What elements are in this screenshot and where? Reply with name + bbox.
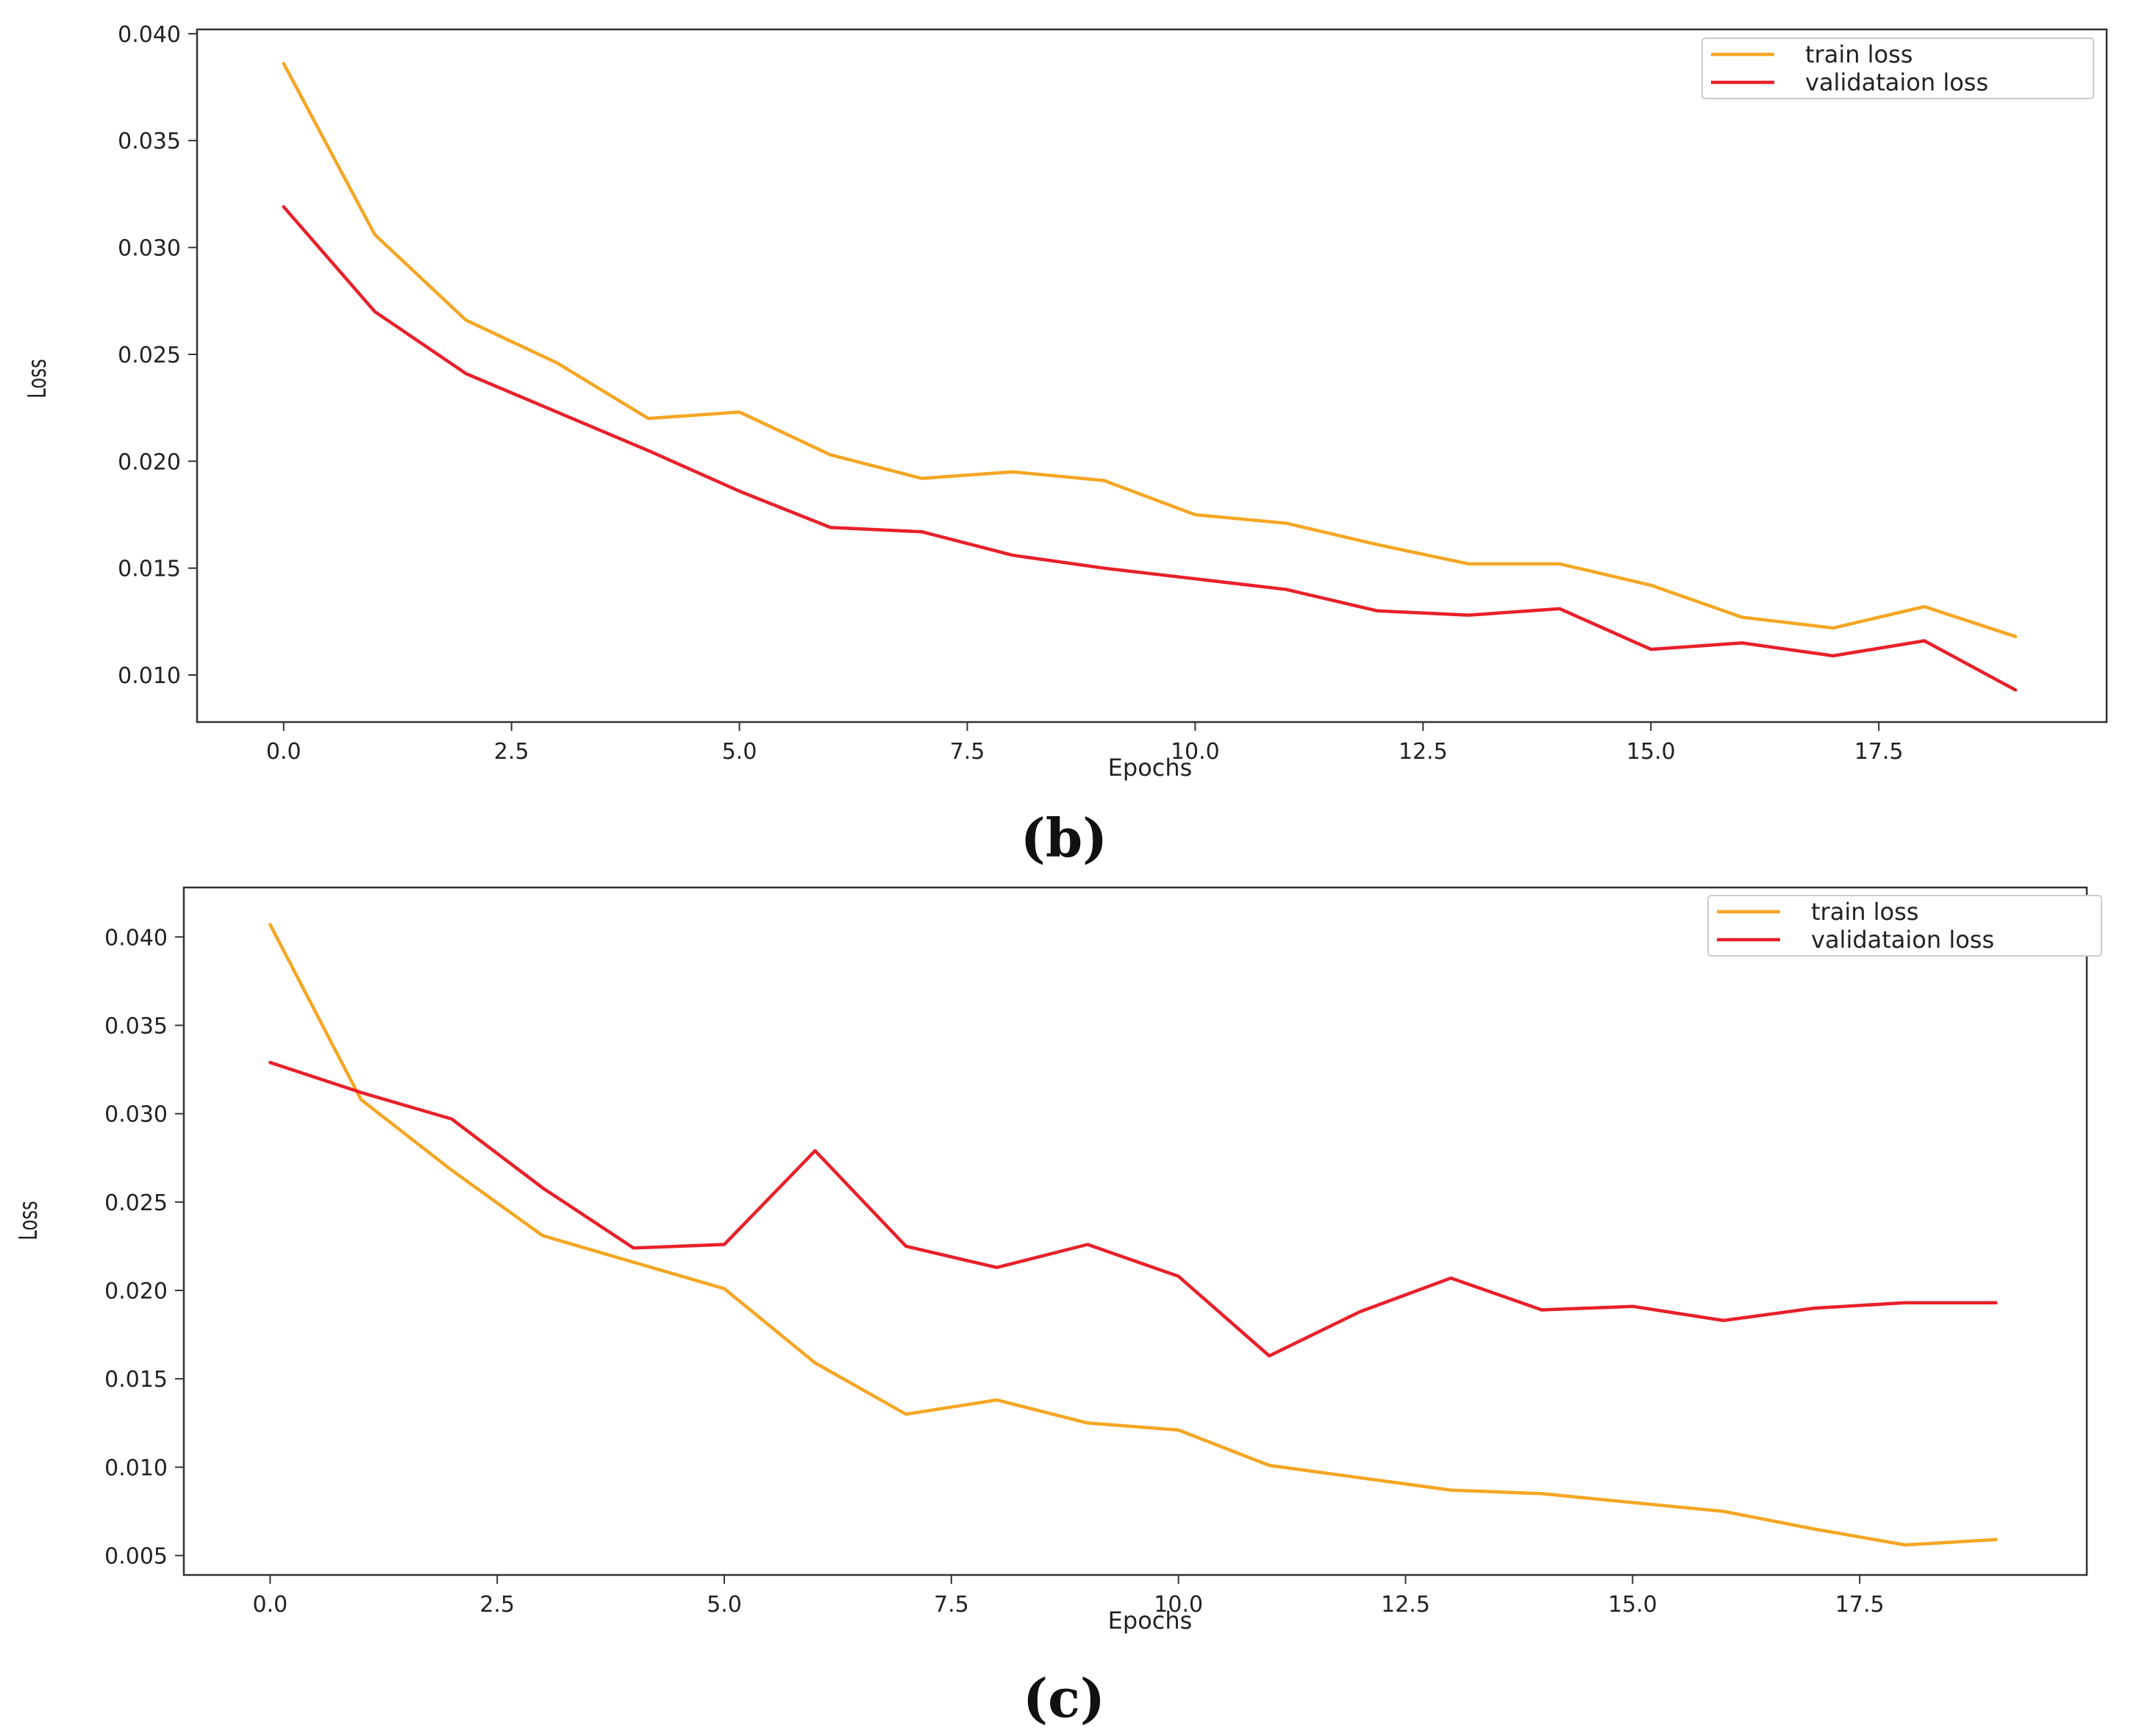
x-tick-label-c: 0.0 [252, 1592, 288, 1618]
x-tick-label-b: 0.0 [266, 739, 301, 765]
y-tick-label-c: 0.015 [104, 1367, 168, 1393]
y-tick-label-b: 0.040 [118, 22, 181, 48]
x-tick-label-c: 15.0 [1608, 1592, 1657, 1618]
x-axis-title-c: Epochs [1108, 1607, 1193, 1635]
x-tick-label-b: 17.5 [1854, 739, 1904, 765]
x-tick-label-c: 7.5 [934, 1592, 969, 1618]
axes-frame-c [182, 886, 2088, 1576]
x-tick-label-c: 5.0 [707, 1592, 742, 1618]
legend-label-validation-c: validataion loss [1811, 926, 1994, 954]
y-tick-label-b: 0.025 [118, 343, 181, 368]
series-line-train-b [282, 62, 2018, 638]
panel-caption-b: (b) [1021, 807, 1107, 869]
legend-label-train-c: train loss [1811, 898, 1918, 926]
y-tick-label-c: 0.010 [104, 1455, 168, 1481]
legend-box-c [1707, 895, 2102, 957]
plot-area-c: 0.0 2.5 5.0 7.5 10.0 12.5 15.0 17.5 0.005 0.010 0.… [104, 886, 2102, 1618]
x-tick-label-b: 10.0 [1171, 739, 1220, 765]
y-tick-label-b: 0.015 [118, 557, 181, 582]
y-tick-label-c: 0.040 [104, 925, 168, 951]
x-tick-label-c: 12.5 [1381, 1592, 1430, 1618]
x-axis-title-b: Epochs [1108, 754, 1193, 782]
y-tick-label-c: 0.035 [104, 1013, 168, 1039]
x-tick-label-b: 5.0 [722, 739, 757, 765]
y-tick-label-c: 0.005 [104, 1544, 168, 1570]
chart-panel-b: 0.0 2.5 5.0 7.5 10.0 12.5 15.0 17.5 0.010 0.015 0.… [23, 22, 2108, 869]
x-tick-label-c: 2.5 [479, 1592, 515, 1618]
y-tick-label-b: 0.030 [118, 236, 181, 262]
y-tick-label-c: 0.020 [104, 1279, 168, 1304]
x-tick-label-b: 12.5 [1399, 739, 1448, 765]
series-line-train-c [268, 923, 1998, 1547]
y-tick-label-c: 0.030 [104, 1102, 168, 1128]
series-line-validation-b [282, 205, 2018, 692]
x-tick-label-c: 17.5 [1835, 1592, 1885, 1618]
y-axis-title-b: Loss [23, 359, 51, 399]
y-tick-label-b: 0.010 [118, 663, 181, 689]
x-tick-label-b: 7.5 [950, 739, 985, 765]
series-line-validation-c [268, 1060, 1998, 1358]
x-tick-label-b: 15.0 [1626, 739, 1676, 765]
legend-label-train-b: train loss [1805, 40, 1913, 68]
y-tick-label-b: 0.020 [118, 449, 181, 475]
panel-caption-c: (c) [1023, 1667, 1105, 1729]
axes-frame-b [196, 28, 2108, 724]
plot-area-b: 0.0 2.5 5.0 7.5 10.0 12.5 15.0 17.5 0.010 0.015 0.… [118, 22, 2108, 765]
y-tick-label-c: 0.025 [104, 1190, 168, 1216]
legend-label-validation-b: validataion loss [1805, 68, 1988, 96]
y-axis-title-c: Loss [14, 1201, 43, 1240]
x-tick-label-b: 2.5 [494, 739, 529, 765]
x-tick-label-c: 10.0 [1154, 1592, 1203, 1618]
chart-panel-c: 0.0 2.5 5.0 7.5 10.0 12.5 15.0 17.5 0.005 0.010 0.… [14, 886, 2102, 1729]
y-tick-label-b: 0.035 [118, 129, 181, 154]
legend-box-b [1701, 37, 2094, 99]
